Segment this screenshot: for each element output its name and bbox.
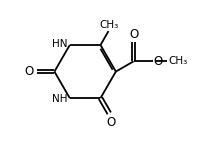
Text: O: O	[153, 55, 163, 68]
Text: CH₃: CH₃	[168, 56, 187, 66]
Text: NH: NH	[52, 94, 67, 104]
Text: O: O	[106, 116, 115, 129]
Text: O: O	[129, 28, 138, 41]
Text: CH₃: CH₃	[99, 20, 119, 30]
Text: HN: HN	[52, 39, 67, 49]
Text: O: O	[25, 65, 34, 78]
